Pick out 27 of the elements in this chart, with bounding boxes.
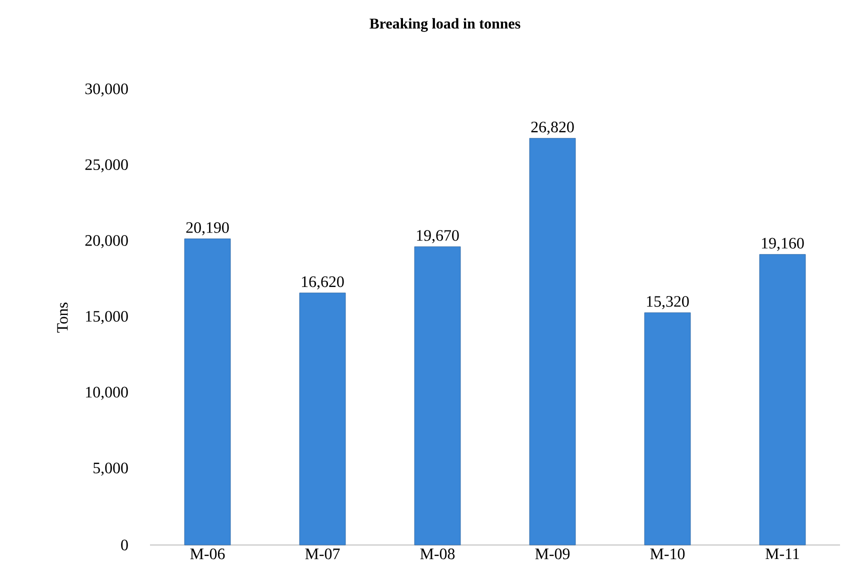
- x-tick-label: M-10: [650, 548, 685, 560]
- bar: [759, 254, 806, 546]
- y-tick-label: 0: [121, 540, 128, 550]
- x-tick-label: M-09: [535, 548, 570, 560]
- bar: [299, 292, 346, 546]
- data-label: 20,190: [186, 222, 229, 236]
- data-label: 26,820: [531, 122, 574, 135]
- bar: [184, 238, 231, 546]
- x-tick-label: M-11: [766, 548, 799, 560]
- y-tick-label: 25,000: [85, 159, 128, 172]
- bar: [644, 312, 691, 546]
- y-tick-label: 30,000: [85, 83, 128, 97]
- data-label: 19,670: [416, 230, 459, 244]
- data-label: 19,160: [762, 238, 804, 251]
- y-tick-label: 10,000: [86, 386, 128, 400]
- bar: [529, 138, 576, 546]
- bar: [414, 246, 461, 546]
- x-tick-label: M-08: [420, 548, 455, 560]
- x-tick-label: M-06: [190, 548, 225, 560]
- chart-title: Breaking load in tonnes: [370, 18, 520, 32]
- data-label: 15,320: [646, 296, 689, 310]
- y-tick-label: 15,000: [86, 310, 128, 324]
- data-label: 16,620: [302, 276, 344, 290]
- y-tick-label: 20,000: [85, 235, 128, 248]
- y-tick-label: 5,000: [94, 462, 128, 476]
- y-axis-title: Tons: [57, 302, 68, 333]
- x-tick-label: M-07: [305, 548, 340, 560]
